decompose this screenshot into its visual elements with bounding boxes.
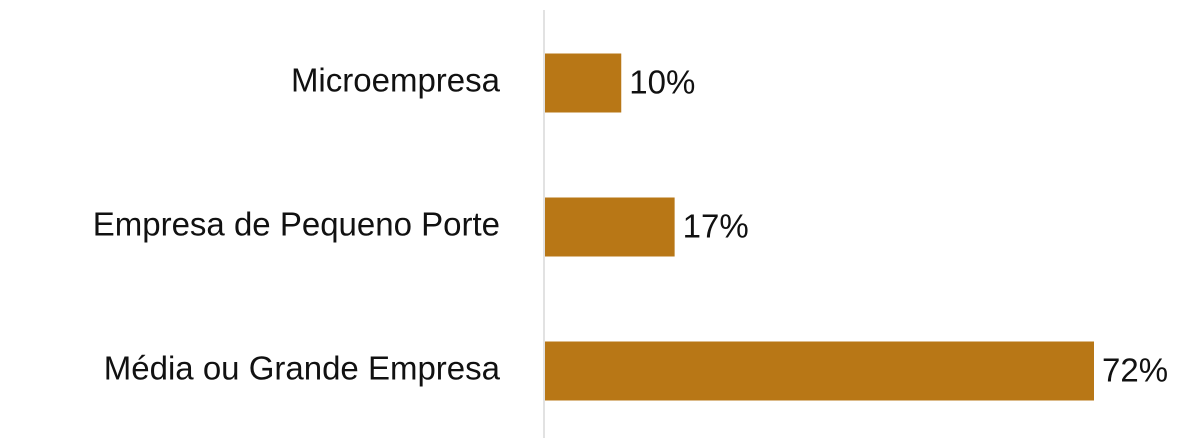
category-label: Microempresa <box>291 62 501 99</box>
value-label: 17% <box>683 208 749 245</box>
bar <box>545 53 622 113</box>
bar <box>545 197 675 257</box>
category-label: Empresa de Pequeno Porte <box>93 206 500 243</box>
category-label: Média ou Grande Empresa <box>104 350 501 387</box>
value-label: 10% <box>629 64 695 101</box>
value-label: 72% <box>1102 352 1168 389</box>
bar <box>545 341 1094 401</box>
